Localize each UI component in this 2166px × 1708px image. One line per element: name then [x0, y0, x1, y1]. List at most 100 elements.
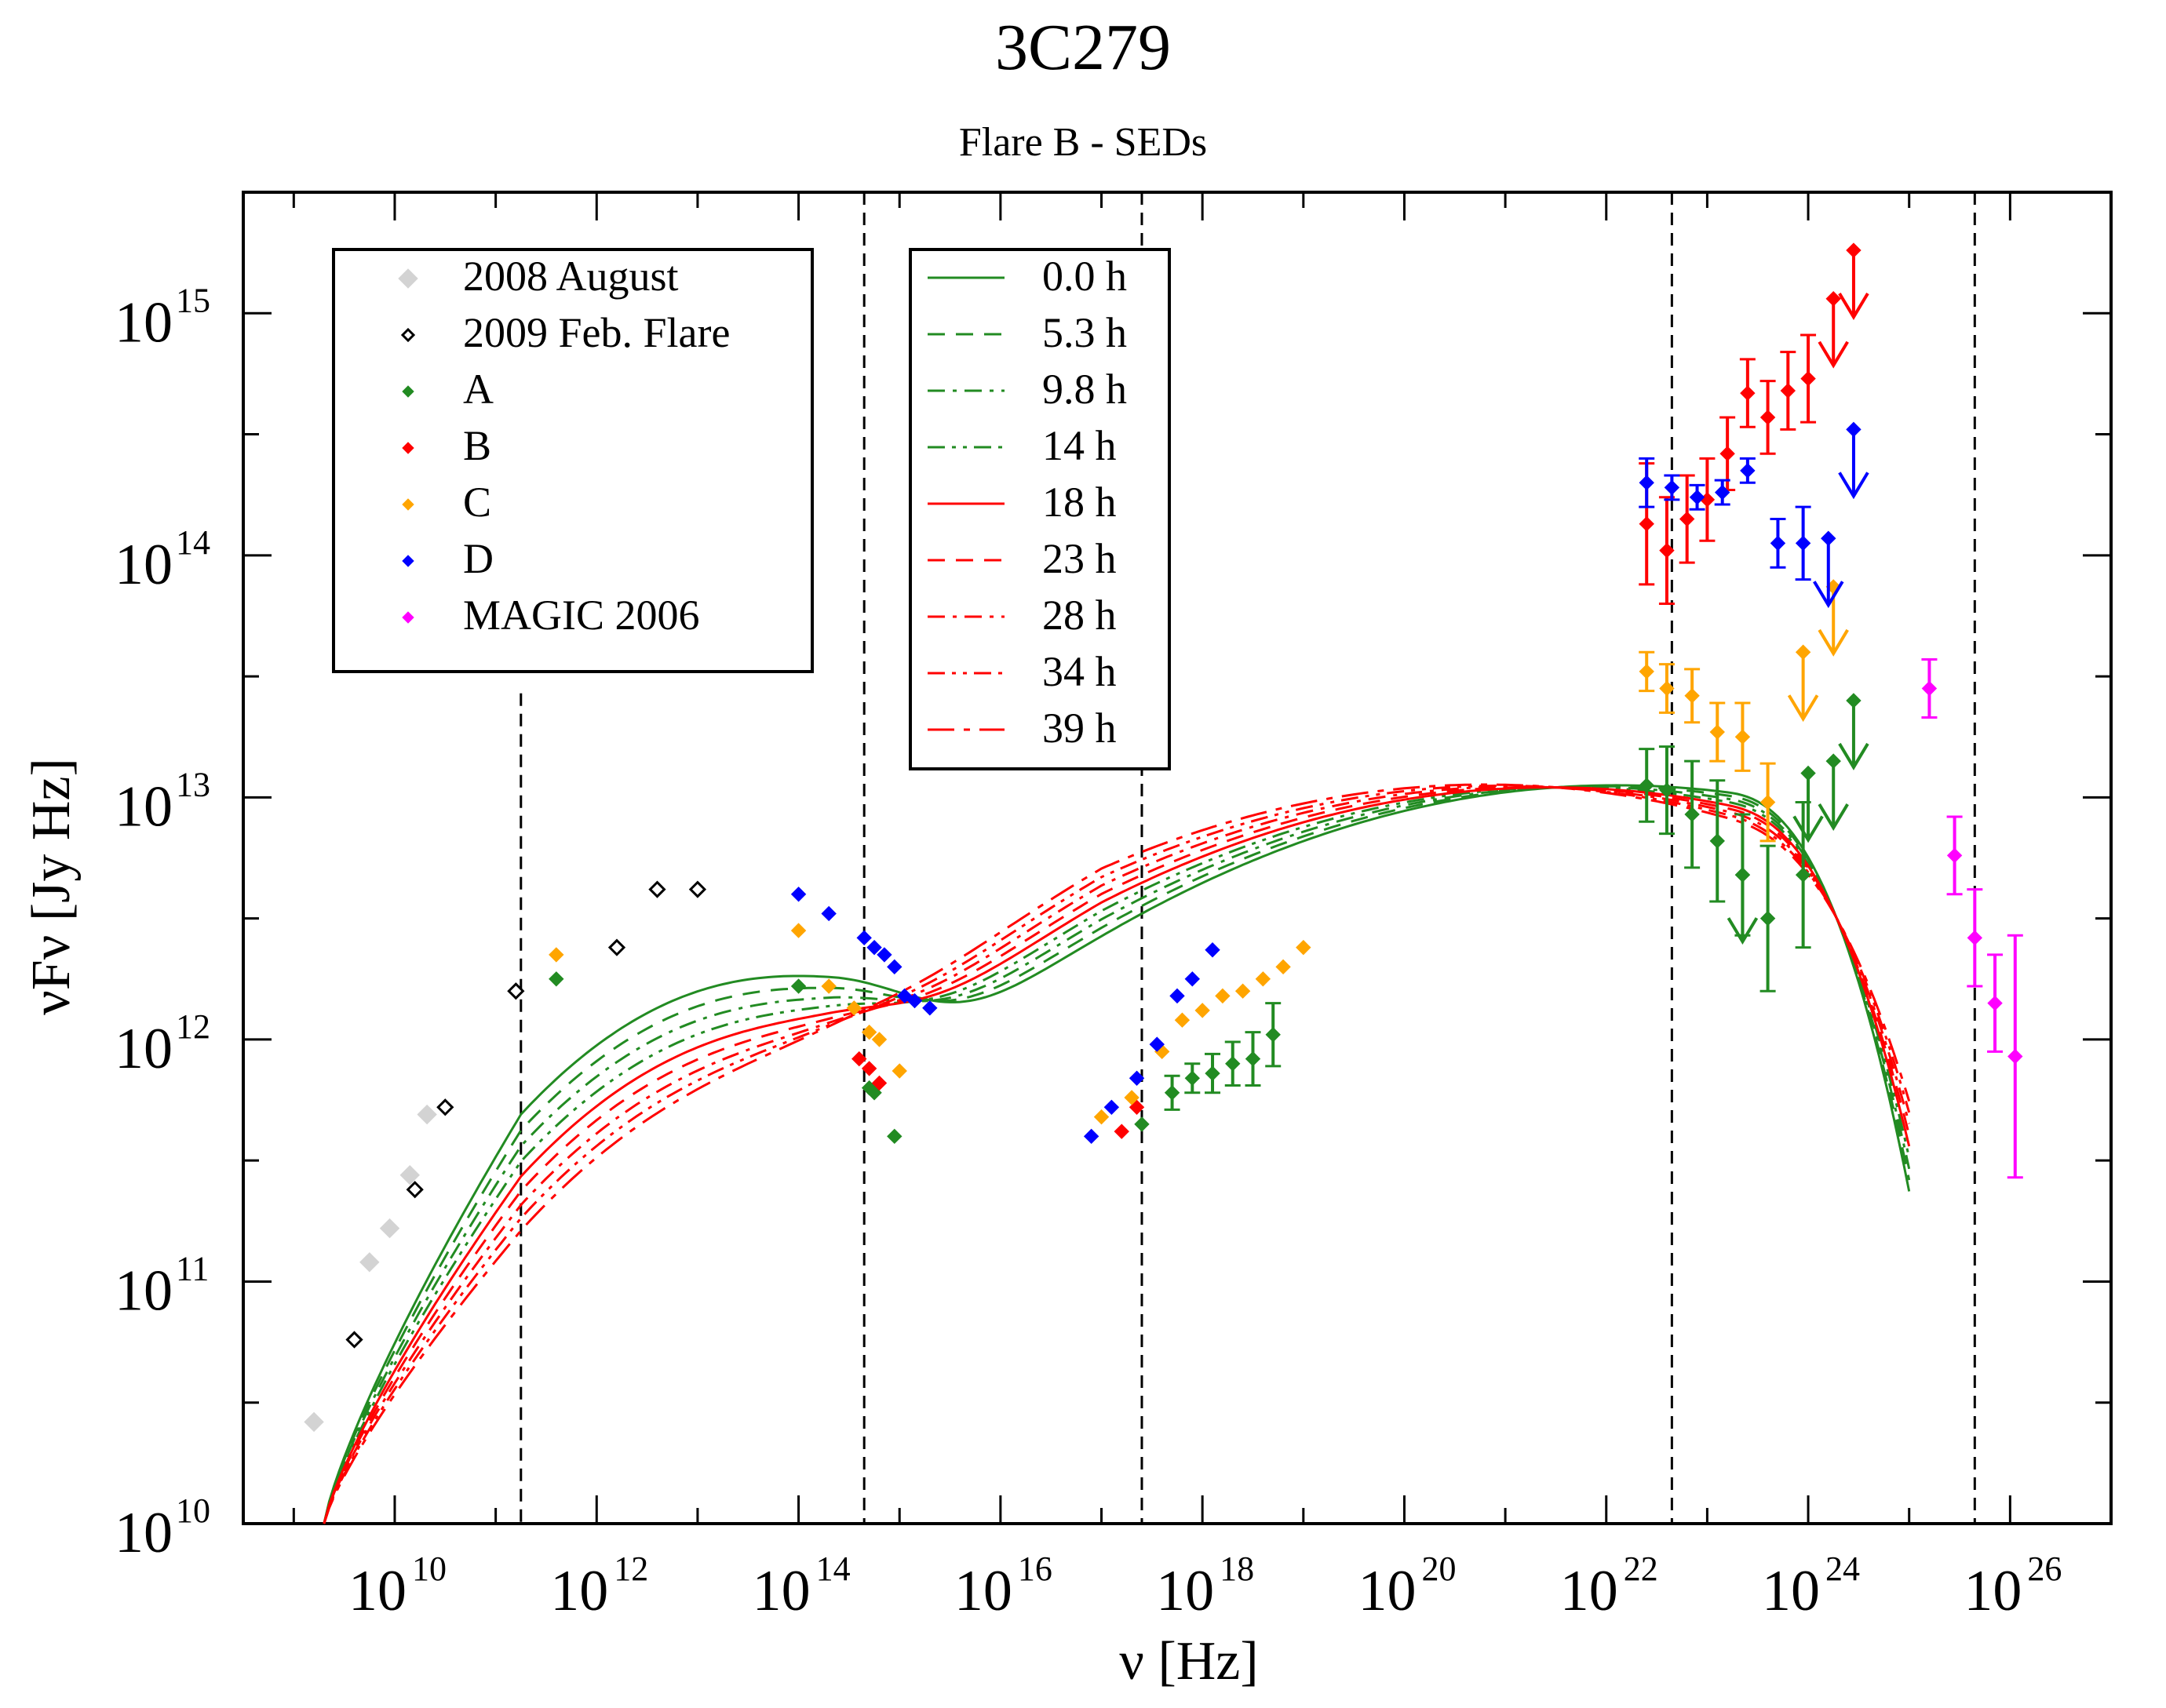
data-point-d	[1103, 1099, 1120, 1116]
data-point-magic-2006	[1946, 847, 1963, 864]
legend-model-curves: 0.0 h 5.3 h 9.8 h 14 h 18 h 23 h 28 h 34 h 39 h	[909, 248, 1171, 770]
x-tick-label-exponent: 22	[1624, 1550, 1658, 1588]
upper-limit-point	[1821, 530, 1836, 546]
data-point-b	[1800, 370, 1816, 387]
x-tick-label-exponent: 16	[1018, 1550, 1052, 1588]
data-point-2008-august	[417, 1104, 437, 1125]
data-point-d	[906, 992, 923, 1009]
data-point-c	[871, 1032, 888, 1047]
legend-label: 39 h	[1042, 705, 1117, 752]
legend-label: C	[463, 479, 491, 526]
legend-data-box	[332, 248, 814, 673]
legend-label: B	[463, 422, 491, 469]
data-point-a	[1759, 910, 1776, 927]
model-curve-18-h	[323, 786, 1911, 1524]
x-tick-label-exponent: 26	[2027, 1550, 2062, 1588]
data-point-d	[877, 947, 892, 963]
data-point-magic-2006	[1987, 995, 2003, 1011]
legend-label: A	[463, 366, 494, 413]
data-point-a	[1245, 1051, 1261, 1067]
legend-marker	[402, 555, 414, 567]
model-curve-23-h	[323, 785, 1911, 1524]
y-axis-label: νFν [Jy Hz]	[21, 758, 82, 1015]
data-point-b	[1129, 1099, 1145, 1116]
legend-label: 9.8 h	[1042, 366, 1127, 413]
data-point-d	[866, 939, 882, 956]
data-point-d	[1129, 1070, 1145, 1086]
upper-limit-arrow	[1813, 581, 1844, 609]
data-point-a	[549, 971, 564, 987]
legend-marker	[398, 268, 418, 289]
x-tick-label-exponent: 24	[1825, 1550, 1860, 1588]
data-point-a	[1164, 1085, 1180, 1101]
data-point-magic-2006	[1967, 930, 1983, 946]
data-point-b	[1639, 516, 1654, 532]
data-point-a	[1184, 1070, 1201, 1086]
legend-label: 14 h	[1042, 422, 1117, 469]
upper-limit-arrow	[1727, 917, 1759, 945]
data-point-d	[1714, 484, 1730, 501]
model-curve-28-h	[323, 785, 1911, 1524]
data-point-c	[1174, 1012, 1191, 1028]
upper-limit-point	[1846, 421, 1862, 438]
x-tick-label: 10	[348, 1559, 407, 1623]
y-tick-label-exponent: 14	[176, 523, 210, 562]
upper-limit-arrow	[1838, 472, 1869, 500]
x-tick-label: 10	[1762, 1559, 1820, 1623]
plot-area	[242, 191, 2113, 1525]
data-point-b	[1114, 1123, 1129, 1139]
y-tick-label: 10	[115, 290, 173, 355]
legend-marker	[402, 385, 414, 398]
data-point-b	[1679, 511, 1695, 527]
legend-marker	[402, 442, 414, 454]
data-point-c	[821, 978, 837, 994]
data-point-d	[1740, 463, 1756, 479]
energy-band-dividers	[520, 192, 1976, 1524]
data-point-d	[887, 959, 902, 975]
data-point-b	[861, 1061, 877, 1076]
data-point-a	[1659, 782, 1675, 798]
data-point-a	[1265, 1027, 1281, 1043]
data-point-d	[1770, 535, 1786, 552]
y-tick-label: 10	[115, 1258, 173, 1323]
data-point-2009-feb--flare	[345, 1331, 363, 1349]
model-curve-39-h	[323, 783, 1911, 1524]
data-point-d	[1795, 535, 1811, 552]
data-point-a	[1639, 778, 1654, 793]
data-point-b	[1659, 542, 1675, 559]
data-point-2009-feb--flare	[648, 880, 666, 898]
data-point-a	[866, 1085, 882, 1101]
upper-limit-point	[1846, 242, 1862, 258]
data-point-d	[1689, 490, 1705, 505]
legend-marker	[402, 498, 414, 511]
upper-limit-arrow	[1838, 742, 1869, 770]
y-tick-label-exponent: 15	[176, 281, 210, 319]
legend-label: 0.0 h	[1042, 253, 1127, 300]
data-point-d	[1184, 971, 1201, 987]
upper-limit-arrow	[1818, 803, 1849, 831]
data-point-2008-august	[304, 1411, 324, 1433]
data-point-c	[846, 1000, 862, 1016]
x-axis-label: ν [Hz]	[1119, 1631, 1258, 1692]
data-point-d	[1639, 475, 1654, 490]
data-point-d	[1205, 942, 1220, 958]
data-point-c	[1734, 729, 1751, 745]
data-point-magic-2006	[2007, 1048, 2023, 1065]
upper-limit-point	[1795, 644, 1811, 660]
chart-subtitle: Flare B - SEDs	[959, 120, 1207, 165]
data-point-c	[1709, 724, 1725, 740]
x-tick-label: 10	[1358, 1559, 1416, 1623]
data-point-d	[922, 1000, 938, 1016]
upper-limit-point	[1734, 867, 1751, 883]
data-point-c	[1215, 988, 1231, 1004]
data-point-2008-august	[379, 1218, 400, 1239]
data-point-a	[1134, 1116, 1150, 1132]
data-point-a	[887, 1128, 902, 1145]
data-point-a	[1709, 833, 1725, 849]
data-point-c	[1234, 983, 1251, 999]
data-point-c	[1255, 971, 1271, 987]
y-tick-label-exponent: 12	[176, 1007, 210, 1046]
y-tick-label: 10	[115, 1501, 173, 1565]
data-point-d	[856, 930, 872, 946]
data-point-d	[1149, 1036, 1165, 1052]
